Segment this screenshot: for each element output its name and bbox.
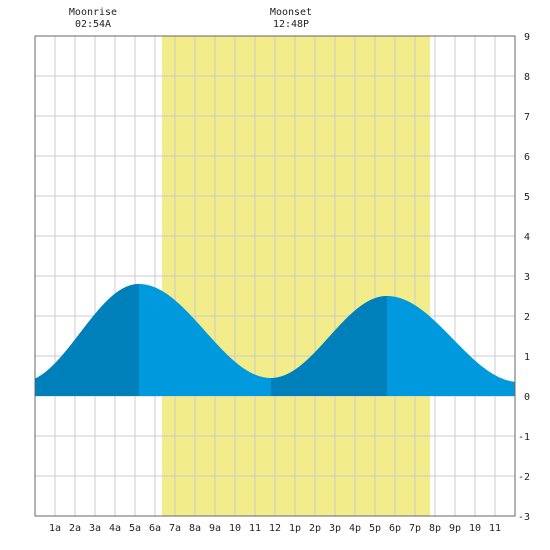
x-tick-label: 2a <box>69 523 81 534</box>
x-tick-label: 4p <box>349 523 361 534</box>
x-tick-label: 7p <box>409 523 421 534</box>
y-tick-label: 1 <box>524 352 530 363</box>
moon-event-time: 02:54A <box>75 19 111 30</box>
x-tick-label: 1a <box>49 523 61 534</box>
x-tick-label: 9a <box>209 523 221 534</box>
y-tick-label: -2 <box>518 472 530 483</box>
moon-event-time: 12:48P <box>273 19 309 30</box>
y-tick-label: 5 <box>524 192 530 203</box>
y-tick-label: 6 <box>524 152 530 163</box>
x-tick-label: 4a <box>109 523 121 534</box>
x-tick-label: 7a <box>169 523 181 534</box>
tide-falling-area <box>35 284 515 396</box>
x-tick-label: 8p <box>429 523 441 534</box>
y-tick-label: 0 <box>524 392 530 403</box>
y-tick-label: 3 <box>524 272 530 283</box>
y-tick-labels: -3 -2 -1 0 1 2 3 4 5 6 7 8 9 <box>518 32 530 523</box>
x-tick-label: 3p <box>329 523 341 534</box>
x-tick-label: 6p <box>389 523 401 534</box>
x-tick-label: 11 <box>249 523 261 534</box>
y-tick-label: -3 <box>518 512 530 523</box>
x-tick-label: 2p <box>309 523 321 534</box>
tide-area <box>35 284 515 396</box>
y-tick-label: 2 <box>524 312 530 323</box>
y-tick-label: 7 <box>524 112 530 123</box>
x-tick-label: 5a <box>129 523 141 534</box>
y-tick-label: 9 <box>524 32 530 43</box>
axes <box>34 35 516 517</box>
x-tick-label: 6a <box>149 523 161 534</box>
tide-rising-area <box>271 296 387 396</box>
y-tick-label: 4 <box>524 232 530 243</box>
tide-rising-area <box>35 284 139 396</box>
moon-event-label: Moonrise <box>69 7 117 18</box>
x-tick-label: 10 <box>229 523 241 534</box>
x-tick-label: 9p <box>449 523 461 534</box>
x-tick-labels: 1a 2a 3a 4a 5a 6a 7a 8a 9a 10 11 12 1p 2p 3p 4p 5p 6p 7p 8p… <box>49 523 501 534</box>
x-tick-label: 12 <box>269 523 281 534</box>
x-tick-label: 1p <box>289 523 301 534</box>
grid-lines <box>35 35 515 517</box>
x-tick-label: 8a <box>189 523 201 534</box>
x-tick-label: 5p <box>369 523 381 534</box>
x-tick-label: 10 <box>469 523 481 534</box>
y-tick-label: -1 <box>518 432 530 443</box>
x-tick-label: 11 <box>489 523 501 534</box>
moon-event-label: Moonset <box>270 7 312 18</box>
y-tick-label: 8 <box>524 72 530 83</box>
plot-frame <box>34 35 516 517</box>
x-tick-label: 3a <box>89 523 101 534</box>
